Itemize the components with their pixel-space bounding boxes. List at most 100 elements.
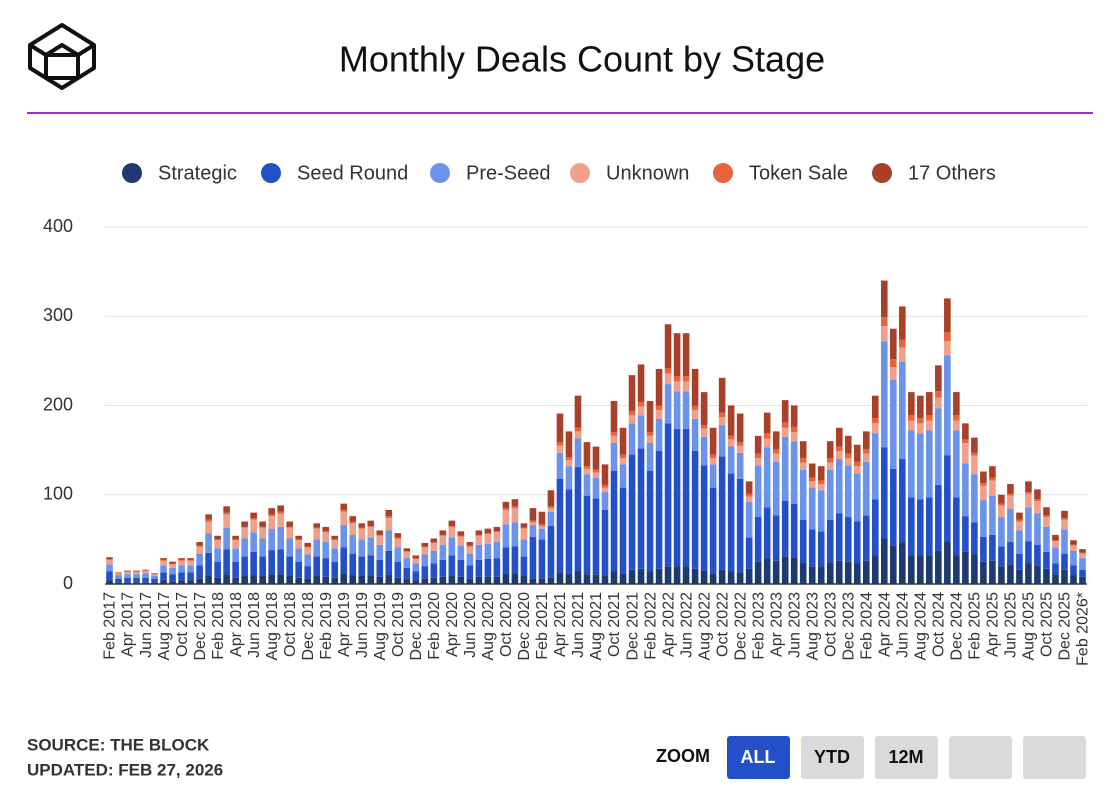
- zoom-blank[interactable]: [1023, 736, 1086, 779]
- bar-segment: [511, 499, 519, 507]
- bar-segment: [953, 415, 960, 421]
- x-tick-label: Apr 2022: [660, 592, 677, 657]
- bar-segment: [808, 487, 816, 530]
- bar-segment: [763, 507, 771, 559]
- zoom-12m[interactable]: [875, 736, 938, 779]
- bar-segment: [862, 461, 870, 516]
- bar-segment: [133, 574, 140, 578]
- bar-segment: [466, 578, 474, 584]
- bar-segment: [799, 562, 807, 584]
- bar-segment: [610, 401, 618, 433]
- bar-segment: [466, 542, 474, 546]
- bar-segment: [241, 556, 248, 576]
- bar-segment: [754, 453, 762, 459]
- zoom-blank[interactable]: [949, 736, 1012, 779]
- bar-segment: [871, 433, 879, 500]
- bar-segment: [817, 566, 825, 584]
- bar-segment: [196, 565, 203, 579]
- x-tick-label: Aug 2023: [804, 592, 821, 661]
- bar-segment: [430, 538, 438, 543]
- bar-segment: [376, 530, 384, 535]
- bar-segment: [457, 559, 465, 577]
- bar-segment: [412, 555, 420, 559]
- bar-segment: [700, 436, 708, 466]
- bar-segment: [538, 524, 546, 526]
- bar-segment: [178, 565, 185, 573]
- bar-segment: [971, 455, 978, 475]
- bar-segment: [917, 423, 924, 434]
- bar-segment: [133, 571, 140, 575]
- zoom-ytd-label[interactable]: YTD: [814, 747, 850, 767]
- x-tick-label: Aug 2021: [588, 592, 605, 661]
- bar-segment: [935, 484, 942, 551]
- bar-segment: [205, 552, 212, 576]
- bar-segment: [1025, 563, 1032, 584]
- bar-segment: [484, 576, 492, 584]
- bar-segment: [998, 517, 1005, 547]
- bar-segment: [151, 575, 158, 579]
- bar-segment: [1052, 534, 1059, 541]
- bar-segment: [853, 461, 861, 467]
- bar-segment: [304, 554, 312, 567]
- bar-segment: [124, 571, 131, 575]
- bar-segment: [214, 577, 221, 584]
- bar-segment: [547, 511, 555, 526]
- bar-segment: [899, 361, 906, 460]
- bar-segment: [421, 547, 429, 555]
- bar-segment: [169, 564, 176, 568]
- bar-segment: [178, 572, 185, 581]
- x-tick-label: Apr 2018: [228, 592, 245, 657]
- bar-segment: [1043, 526, 1050, 552]
- bar-segment: [655, 368, 663, 406]
- bar-segment: [844, 458, 852, 466]
- bar-segment: [1043, 568, 1050, 584]
- bar-segment: [529, 520, 537, 523]
- bar-segment: [944, 455, 951, 542]
- bar-segment: [313, 523, 321, 528]
- x-tick-label: Dec 2022: [732, 592, 749, 661]
- zoom-all-label[interactable]: ALL: [741, 747, 776, 767]
- legend-swatch: [570, 163, 590, 183]
- bar-segment: [358, 527, 366, 529]
- bar-segment: [655, 405, 663, 410]
- bar-segment: [1025, 507, 1032, 542]
- bar-segment: [340, 525, 348, 548]
- zoom-12m-label[interactable]: 12M: [888, 747, 923, 767]
- bar-segment: [232, 540, 239, 549]
- bar-segment: [781, 427, 789, 437]
- y-tick-label: 200: [43, 394, 73, 414]
- bar-segment: [286, 538, 293, 557]
- bar-segment: [322, 531, 330, 533]
- bar-segment: [862, 431, 870, 450]
- zoom-ytd[interactable]: [801, 736, 864, 779]
- chart-title: Monthly Deals Count by Stage: [339, 39, 825, 80]
- bar-segment: [574, 570, 582, 584]
- bar-segment: [1025, 493, 1032, 508]
- bar-segment: [286, 521, 293, 527]
- bar-segment: [1061, 517, 1068, 520]
- bar-segment: [944, 355, 951, 456]
- x-tick-label: Dec 2025: [1057, 592, 1074, 661]
- bar-segment: [935, 408, 942, 485]
- bar-segment: [835, 427, 843, 447]
- bar-segment: [259, 556, 266, 576]
- bar-segment: [169, 581, 176, 584]
- bar-segment: [286, 526, 293, 528]
- bar-segment: [502, 573, 510, 584]
- bar-segment: [718, 425, 726, 457]
- bar-segment: [385, 509, 393, 517]
- legend-swatch: [430, 163, 450, 183]
- x-tick-label: Aug 2025: [1021, 592, 1038, 661]
- bar-segment: [781, 400, 789, 423]
- bar-segment: [439, 534, 447, 536]
- bar-segment: [520, 556, 528, 576]
- bar-segment: [754, 517, 762, 562]
- bar-segment: [790, 503, 798, 558]
- bar-segment: [953, 392, 960, 416]
- bar-segment: [844, 561, 852, 584]
- x-tick-label: Feb 2017: [102, 592, 119, 660]
- x-tick-label: Dec 2019: [408, 592, 425, 661]
- bar-segment: [601, 484, 609, 488]
- zoom-all[interactable]: [727, 736, 790, 779]
- bar-segment: [1043, 551, 1050, 569]
